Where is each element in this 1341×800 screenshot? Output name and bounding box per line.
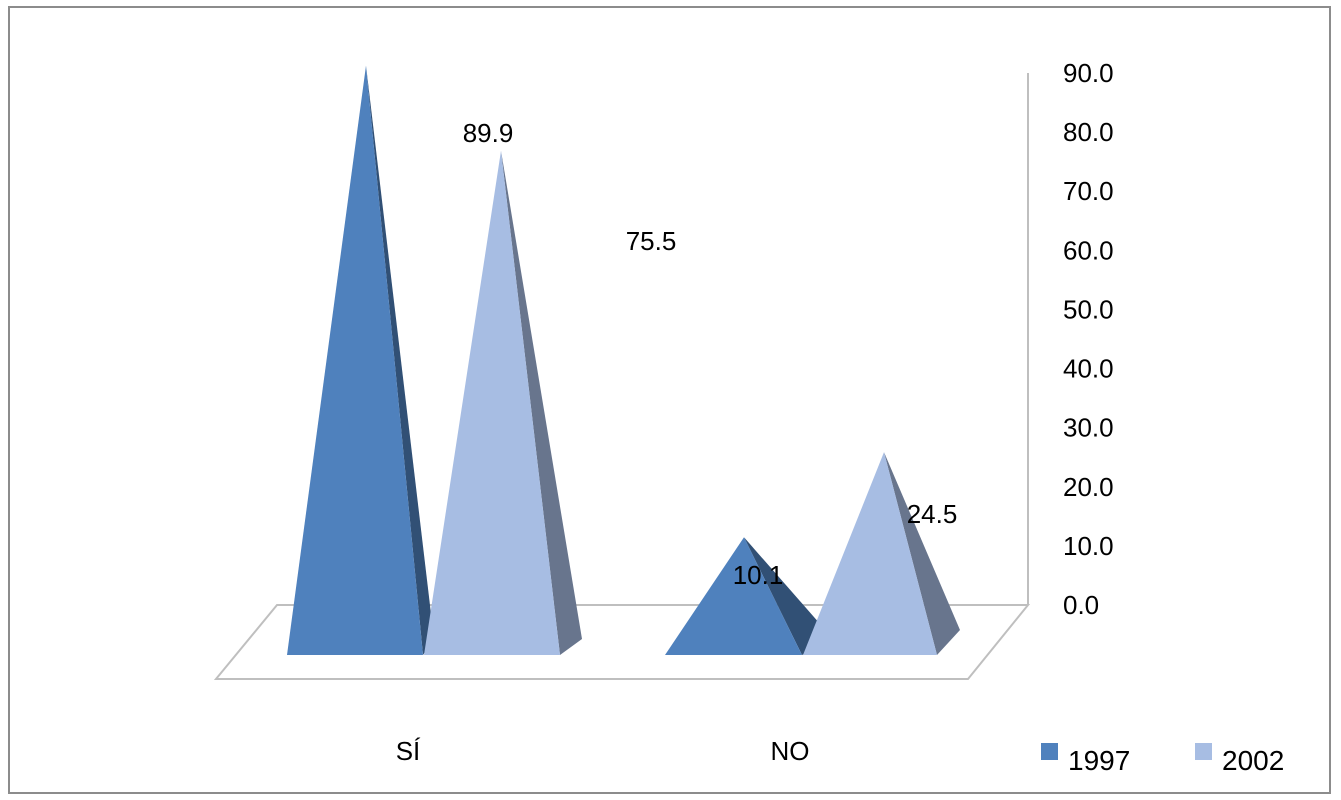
pyramid-side-2002-1 [884,452,960,655]
y-tick-label: 30.0 [1063,413,1114,443]
data-label: 75.5 [626,226,677,256]
pyramid-front-2002-1 [803,452,937,655]
pyramid-side-1997-1 [744,537,835,655]
y-tick-label: 20.0 [1063,472,1114,502]
legend-label: 2002 [1222,745,1284,776]
y-tick-label: 70.0 [1063,176,1114,206]
legend-swatch [1041,743,1058,760]
legend-item-1997: 1997 [1041,743,1130,776]
pyramid-front-1997-0 [287,65,423,655]
pyramid-side-2002-0 [501,150,582,655]
data-label: 10.1 [733,560,784,590]
pyramid-side-1997-0 [366,65,434,655]
legend-item-2002: 2002 [1195,743,1284,776]
y-tick-label: 0.0 [1063,590,1099,620]
legend-swatch [1195,743,1212,760]
y-tick-label: 40.0 [1063,354,1114,384]
y-tick-label: 10.0 [1063,531,1114,561]
y-tick-label: 90.0 [1063,58,1114,88]
data-label: 89.9 [463,118,514,148]
category-label: NO [771,736,810,766]
y-tick-label: 50.0 [1063,294,1114,324]
data-label: 24.5 [907,499,958,529]
category-label: SÍ [396,736,421,766]
y-tick-label: 80.0 [1063,117,1114,147]
pyramid-front-1997-1 [665,537,802,655]
legend-label: 1997 [1068,745,1130,776]
y-tick-label: 60.0 [1063,235,1114,265]
pyramid-front-2002-0 [424,150,560,655]
